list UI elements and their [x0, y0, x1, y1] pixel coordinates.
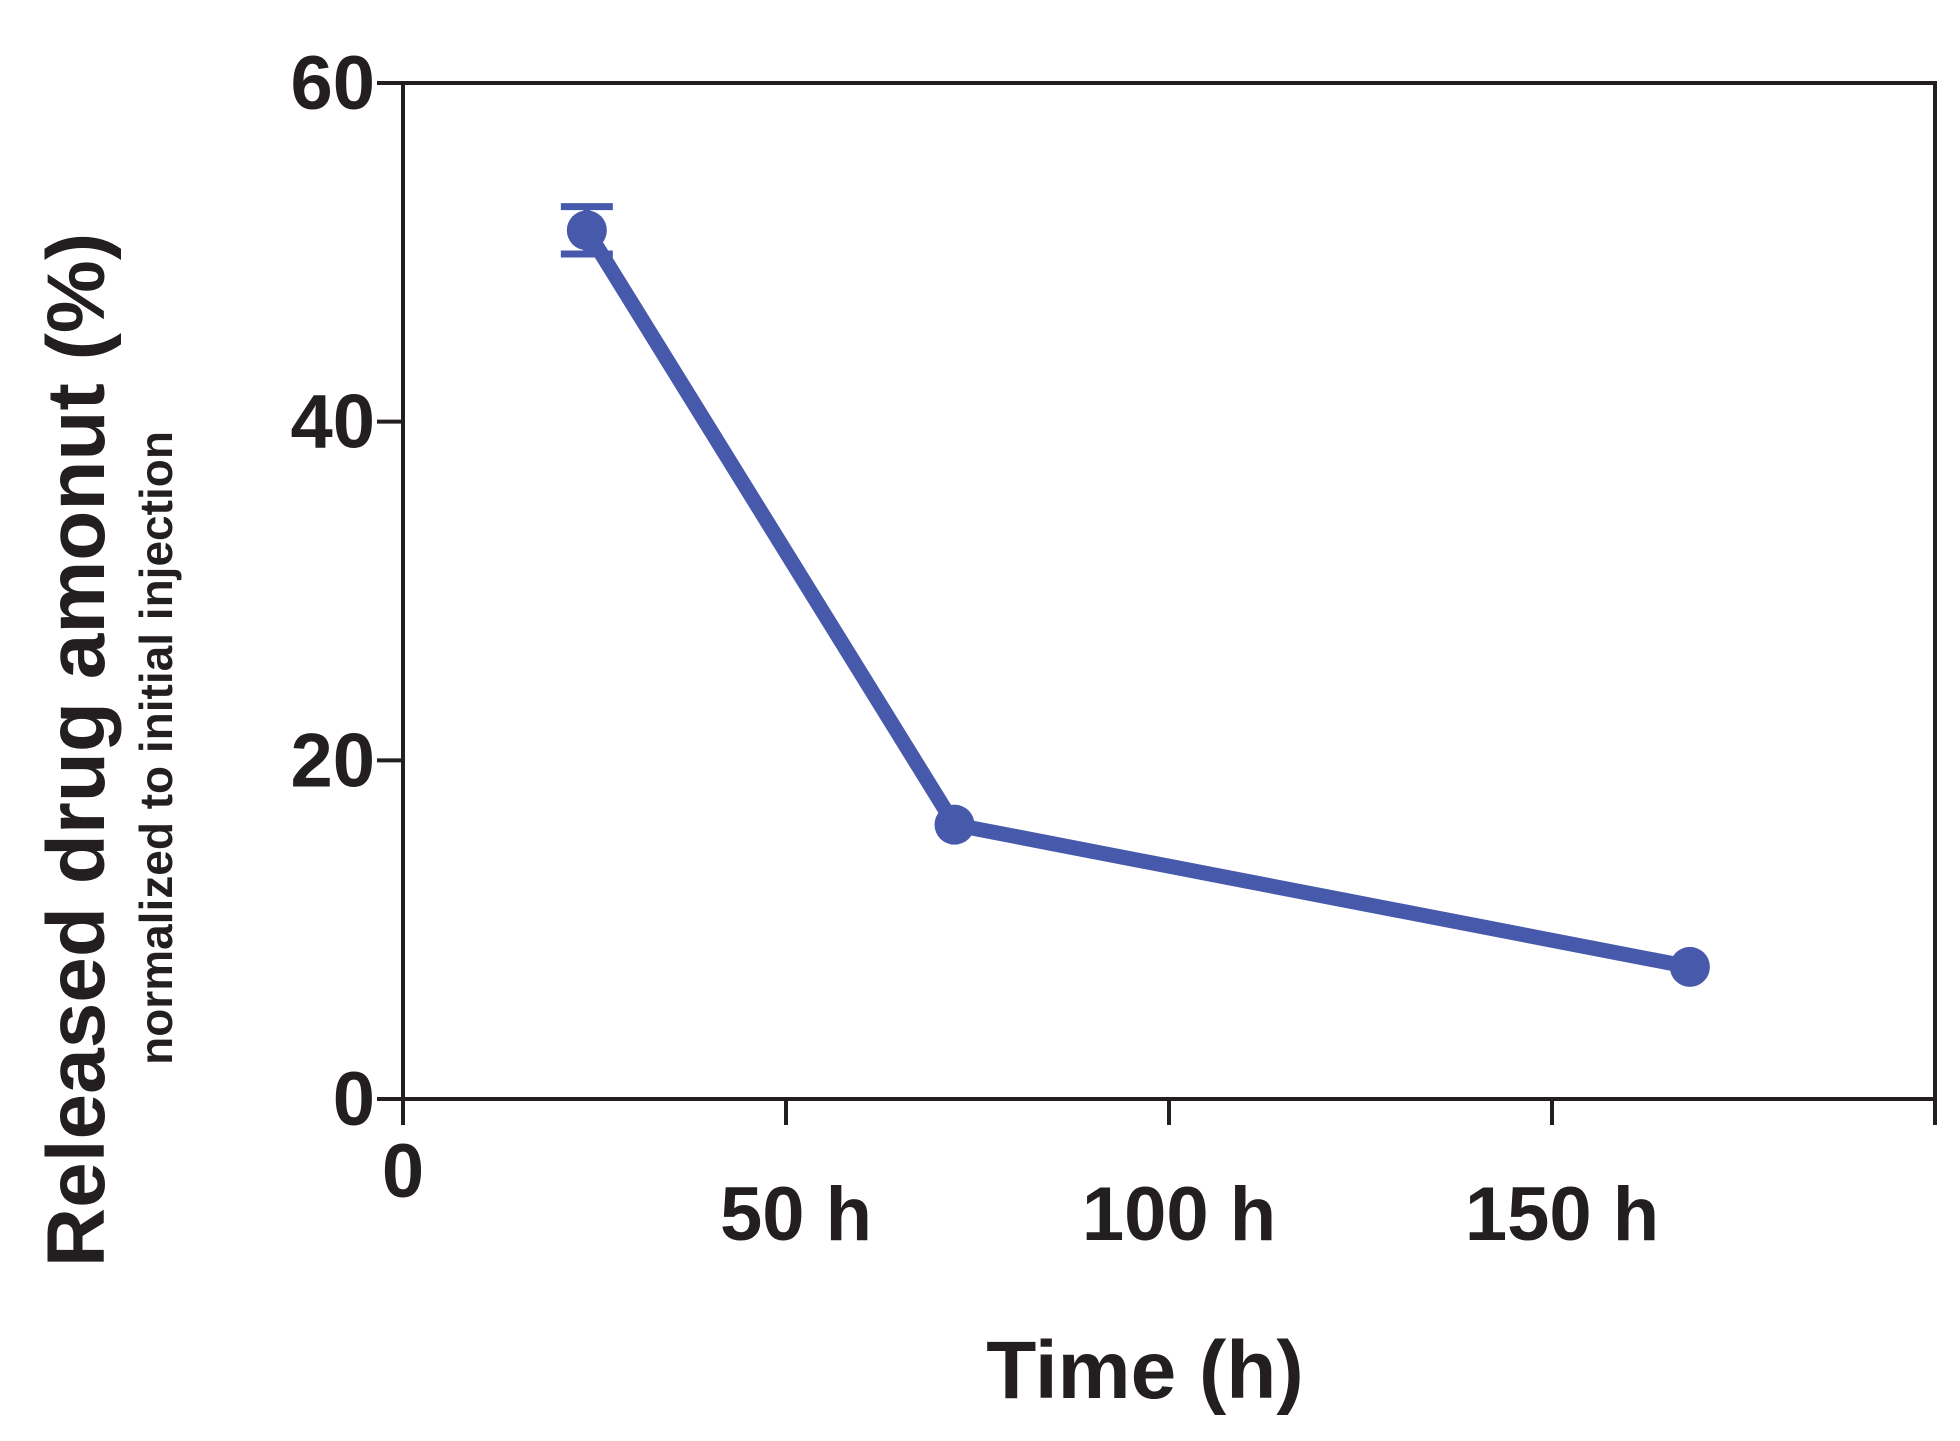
x-tick-label: 150 h [1465, 1172, 1659, 1257]
plot-border [401, 81, 1937, 1101]
axis-ticks: 0 50 h 100 h 150 h 0 20 40 60 [290, 41, 1937, 1257]
data-point [1669, 946, 1710, 987]
data-point [566, 210, 607, 251]
axis-labels: Time (h) Released drug amonut (%) normal… [31, 233, 1304, 1416]
y-tick-label: 40 [290, 380, 375, 465]
plot-frame [401, 81, 1937, 1101]
x-tick-label: 50 h [720, 1172, 872, 1257]
y-tick-label: 20 [290, 718, 375, 803]
data-point [934, 804, 975, 845]
y-tick-label: 60 [290, 41, 375, 126]
x-tick-label: 100 h [1082, 1172, 1276, 1257]
x-axis-title: Time (h) [986, 1325, 1303, 1416]
y-tick-label: 0 [333, 1057, 375, 1142]
y-axis-title: Released drug amonut (%) [31, 233, 122, 1267]
y-axis-subtitle: normalized to initial injection [130, 431, 182, 1065]
series-line [579, 222, 1698, 975]
x-tick-label: 0 [382, 1129, 424, 1214]
series-layer [560, 203, 1710, 987]
